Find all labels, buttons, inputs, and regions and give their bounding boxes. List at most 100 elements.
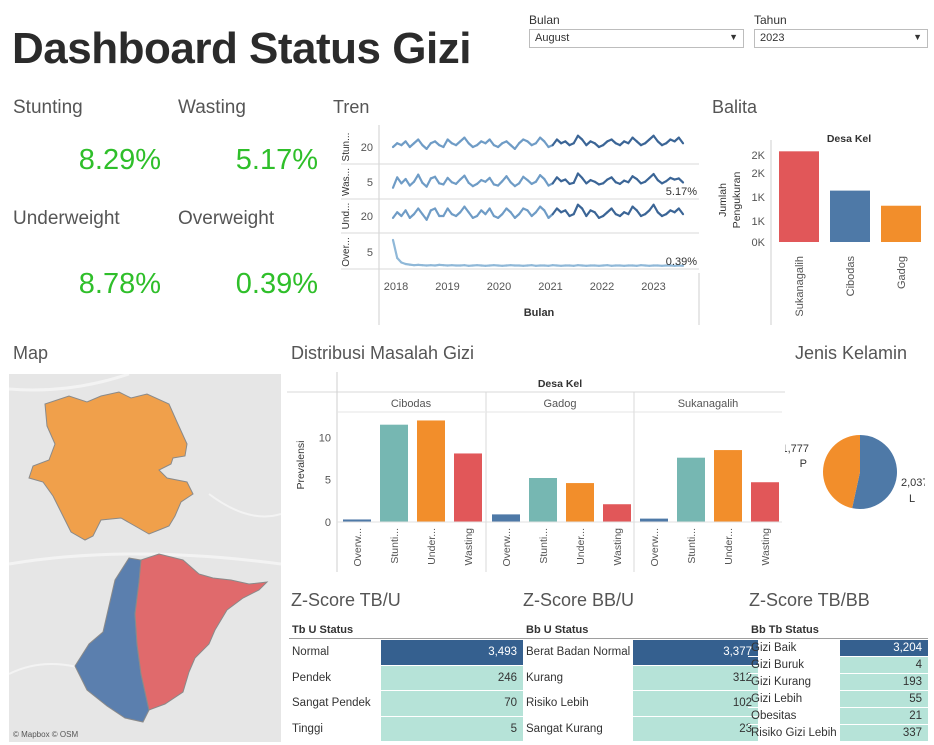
distribusi-bar[interactable] bbox=[751, 482, 779, 522]
distribusi-panel-label: Gadog bbox=[543, 398, 576, 410]
table-row[interactable]: Risiko Lebih 102 bbox=[523, 691, 758, 717]
balita-bar[interactable] bbox=[779, 151, 819, 242]
zscore-tbu-title: Z-Score TB/U bbox=[291, 590, 401, 610]
distribusi-bar[interactable] bbox=[380, 424, 408, 522]
distribusi-bar[interactable] bbox=[417, 420, 445, 522]
stunting-kpi-label: Stunting bbox=[13, 97, 83, 118]
chevron-down-icon: ▼ bbox=[729, 32, 738, 42]
distribusi-panel-label: Cibodas bbox=[391, 398, 432, 410]
table-row[interactable]: Risiko Gizi Lebih 337 bbox=[748, 725, 928, 742]
distribusi-bar[interactable] bbox=[454, 453, 482, 522]
tahun-dropdown[interactable]: 2023 ▼ bbox=[754, 29, 928, 48]
distribusi-bar[interactable] bbox=[343, 519, 371, 522]
map-canvas[interactable]: © Mapbox © OSM bbox=[9, 374, 281, 742]
tren-line-segment bbox=[391, 176, 399, 189]
distribusi-x-label: Under... bbox=[426, 528, 438, 565]
table-row-value: 3,204 bbox=[840, 640, 928, 656]
tren-line-segment bbox=[677, 207, 685, 216]
map-region-gadog[interactable] bbox=[28, 391, 194, 541]
tren-line-segment bbox=[635, 209, 643, 218]
distribusi-bar[interactable] bbox=[603, 504, 631, 522]
table-row[interactable]: Sangat Pendek 70 bbox=[289, 691, 523, 717]
distribusi-bar[interactable] bbox=[677, 457, 705, 522]
map-attribution[interactable]: © Mapbox © OSM bbox=[13, 730, 79, 739]
tren-line-segment bbox=[463, 174, 470, 184]
pie-slice-p[interactable] bbox=[823, 435, 860, 509]
table-header: Tb U Status bbox=[292, 624, 354, 636]
table-row[interactable]: Gizi Lebih 55 bbox=[748, 691, 928, 708]
wasting-kpi-label: Wasting bbox=[178, 97, 246, 118]
tren-x-axis-label: Bulan bbox=[524, 307, 555, 319]
table-row[interactable]: Normal 3,493 bbox=[289, 640, 523, 666]
distribusi-chart[interactable]: Desa Kel Prevalensi 10 5 0 Cibodas Overw... Stu… bbox=[287, 372, 785, 572]
distribusi-bar[interactable] bbox=[714, 450, 742, 522]
tren-tick-label: 20 bbox=[361, 142, 373, 154]
distribusi-x-label: Overw... bbox=[649, 528, 661, 567]
tren-row-label: Was... bbox=[341, 168, 352, 196]
map-region-sukanagalih[interactable] bbox=[134, 553, 269, 711]
pie-slice-l[interactable] bbox=[852, 435, 897, 509]
tren-line-segment bbox=[475, 209, 483, 218]
table-row-value: 55 bbox=[840, 691, 928, 707]
tren-line-segment bbox=[534, 174, 542, 183]
balita-y-label-2: Pengukuran bbox=[731, 172, 743, 229]
table-row-label: Sangat Pendek bbox=[292, 697, 371, 710]
chevron-down-icon: ▼ bbox=[913, 32, 922, 42]
distribusi-bar[interactable] bbox=[566, 483, 594, 522]
distribusi-x-label: Under... bbox=[575, 528, 587, 565]
balita-bar[interactable] bbox=[881, 205, 921, 242]
tren-line-segment bbox=[404, 140, 411, 149]
table-row[interactable]: Sangat Kurang 23 bbox=[523, 716, 758, 742]
tren-row-label: Over... bbox=[341, 237, 352, 266]
table-row-label: Gizi Lebih bbox=[751, 693, 803, 705]
page-title: Dashboard Status Gizi bbox=[12, 24, 471, 73]
overweight-kpi-label: Overweight bbox=[178, 208, 275, 229]
table-row-label: Berat Badan Normal bbox=[526, 646, 631, 659]
tahun-dropdown-value: 2023 bbox=[760, 32, 785, 44]
tren-line-segment bbox=[652, 134, 659, 143]
table-row[interactable]: Tinggi 5 bbox=[289, 716, 523, 742]
tren-line-segment bbox=[391, 211, 399, 219]
balita-bar[interactable] bbox=[830, 190, 870, 242]
distribusi-x-label: Wasting bbox=[463, 528, 475, 566]
table-row[interactable]: Pendek 246 bbox=[289, 665, 523, 691]
tren-line-segment bbox=[433, 175, 441, 185]
tren-line-segment bbox=[463, 136, 470, 145]
jenis-kelamin-chart[interactable]: 1,777 P 2,037 L bbox=[785, 420, 925, 520]
tren-row: Und... 20 bbox=[341, 203, 699, 234]
tren-line-segment bbox=[442, 176, 449, 186]
balita-x-label: Gadog bbox=[896, 256, 908, 289]
bulan-dropdown[interactable]: August ▼ bbox=[529, 29, 744, 48]
distribusi-x-label: Stunti... bbox=[389, 528, 401, 564]
distribusi-y-label: Prevalensi bbox=[295, 440, 307, 489]
tren-line-segment bbox=[501, 207, 508, 216]
table-row[interactable]: Kurang 312 bbox=[523, 665, 758, 691]
tren-tick-label: 5 bbox=[367, 177, 373, 189]
tren-line-segment bbox=[396, 176, 403, 185]
tren-line-segment bbox=[581, 138, 588, 147]
distribusi-bar[interactable] bbox=[529, 478, 557, 522]
zscore-tbu-table: Tb U Status Normal 3,493 Pendek 246 Sangat Pe… bbox=[289, 624, 523, 742]
map-title: Map bbox=[13, 343, 49, 363]
tren-chart[interactable]: Stun... 20 Was... 5 5.17% Und... 20 Over... 5 0.3… bbox=[333, 125, 703, 327]
balita-chart[interactable]: Desa Kel Jumlah Pengukuran 2K 2K 1K 1K 0K Sukana… bbox=[712, 125, 934, 325]
bulan-filter-label: Bulan bbox=[529, 13, 560, 27]
distribusi-bar[interactable] bbox=[492, 514, 520, 522]
table-row[interactable]: Gizi Baik 3,204 bbox=[748, 640, 928, 657]
table-row[interactable]: Obesitas 21 bbox=[748, 708, 928, 725]
tren-line-segment bbox=[425, 177, 432, 188]
table-row-label: Normal bbox=[292, 646, 330, 659]
table-row[interactable]: Gizi Kurang 193 bbox=[748, 674, 928, 691]
tren-line-segment bbox=[585, 209, 592, 218]
tren-line-segment bbox=[534, 205, 542, 214]
balita-y-tick: 1K bbox=[752, 192, 766, 204]
table-header: Bb Tb Status bbox=[751, 624, 819, 636]
table-row[interactable]: Berat Badan Normal 3,377 bbox=[523, 640, 758, 666]
table-row[interactable]: Gizi Buruk 4 bbox=[748, 657, 928, 674]
tren-x-tick: 2023 bbox=[641, 281, 665, 293]
tren-line-segment bbox=[677, 136, 685, 145]
distribusi-x-label: Overw... bbox=[352, 528, 364, 567]
tahun-filter-label: Tahun bbox=[754, 13, 787, 27]
table-row-label: Gizi Baik bbox=[751, 642, 797, 654]
distribusi-bar[interactable] bbox=[640, 518, 668, 522]
